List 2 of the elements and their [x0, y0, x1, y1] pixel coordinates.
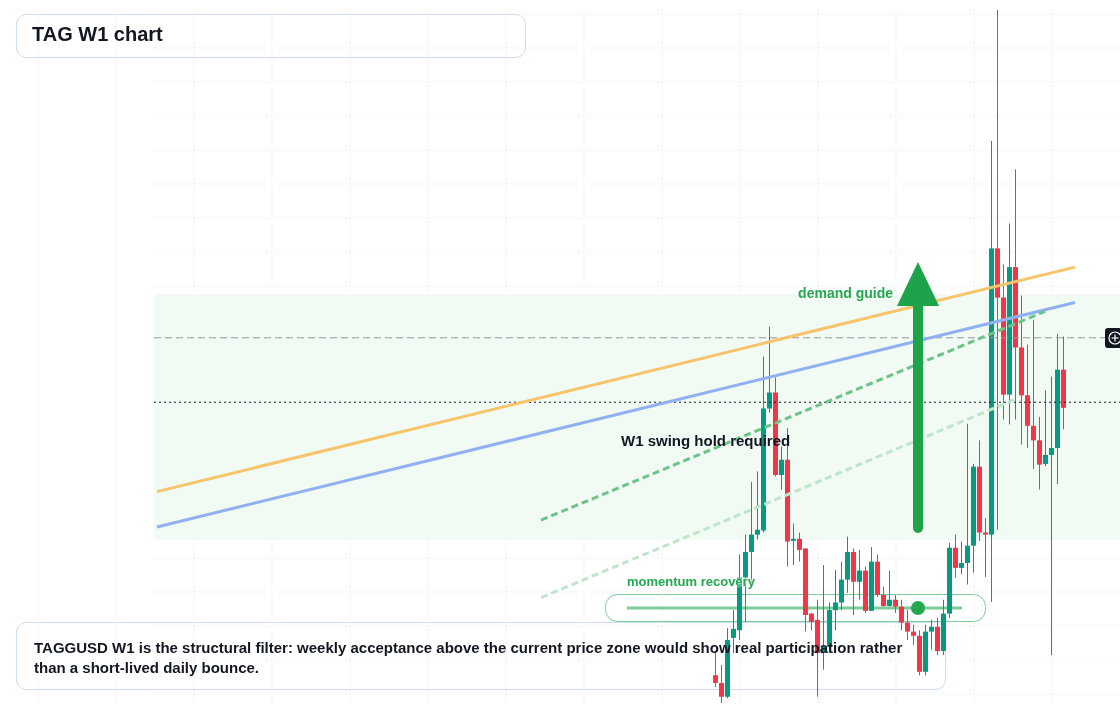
- candlestick: [1031, 319, 1036, 469]
- annotation: demand guide: [798, 285, 893, 301]
